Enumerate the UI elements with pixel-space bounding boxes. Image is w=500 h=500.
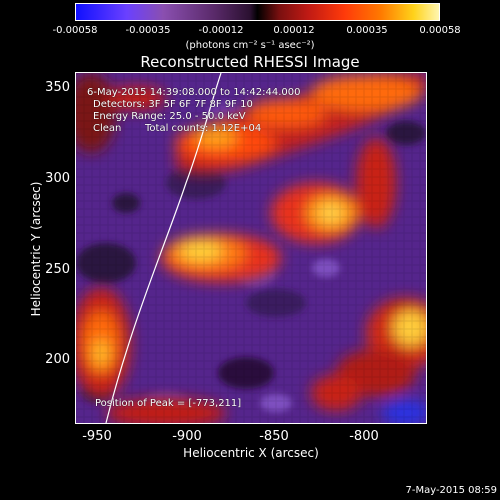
colorbar-tick-label: 0.00035 — [346, 25, 388, 36]
x-axis-label: Heliocentric X (arcsec) — [183, 446, 319, 460]
rhessi-image-plot — [75, 72, 427, 424]
x-tick-label: -800 — [349, 429, 379, 444]
y-tick-label: 250 — [45, 262, 70, 277]
rhessi-heatmap — [76, 73, 426, 423]
colorbar-tick-label: -0.00058 — [52, 25, 98, 36]
energy-range-annotation: Energy Range: 25.0 - 50.0 keV — [93, 111, 246, 122]
y-tick-label: 300 — [45, 171, 70, 186]
y-tick-label: 200 — [45, 352, 70, 367]
timestamp: 7-May-2015 08:59 — [405, 485, 497, 496]
x-tick-label: -900 — [172, 429, 202, 444]
colorbar-tick-label: -0.00012 — [198, 25, 244, 36]
solar-limb-line — [105, 73, 222, 423]
y-axis-label: Heliocentric Y (arcsec) — [29, 181, 43, 317]
colorbar-tick-label: -0.00035 — [125, 25, 171, 36]
colorbar — [75, 3, 440, 21]
colorbar-tick-label: 0.00012 — [273, 25, 315, 36]
total-counts-annotation: Total counts: 1.12E+04 — [145, 123, 262, 134]
x-tick-label: -850 — [259, 429, 289, 444]
peak-position-annotation: Position of Peak = [-773,211] — [95, 398, 242, 409]
x-tick-label: -950 — [82, 429, 112, 444]
clean-annotation: Clean — [93, 123, 122, 134]
image-title: Reconstructed RHESSI Image — [140, 53, 360, 71]
time-range-annotation: 6-May-2015 14:39:08.000 to 14:42:44.000 — [87, 87, 301, 98]
colorbar-tick-label: 0.00058 — [419, 25, 461, 36]
detectors-annotation: Detectors: 3F 5F 6F 7F 8F 9F 10 — [93, 99, 253, 110]
colorbar-units: (photons cm⁻² s⁻¹ asec⁻²) — [185, 40, 315, 51]
y-tick-label: 350 — [45, 80, 70, 95]
